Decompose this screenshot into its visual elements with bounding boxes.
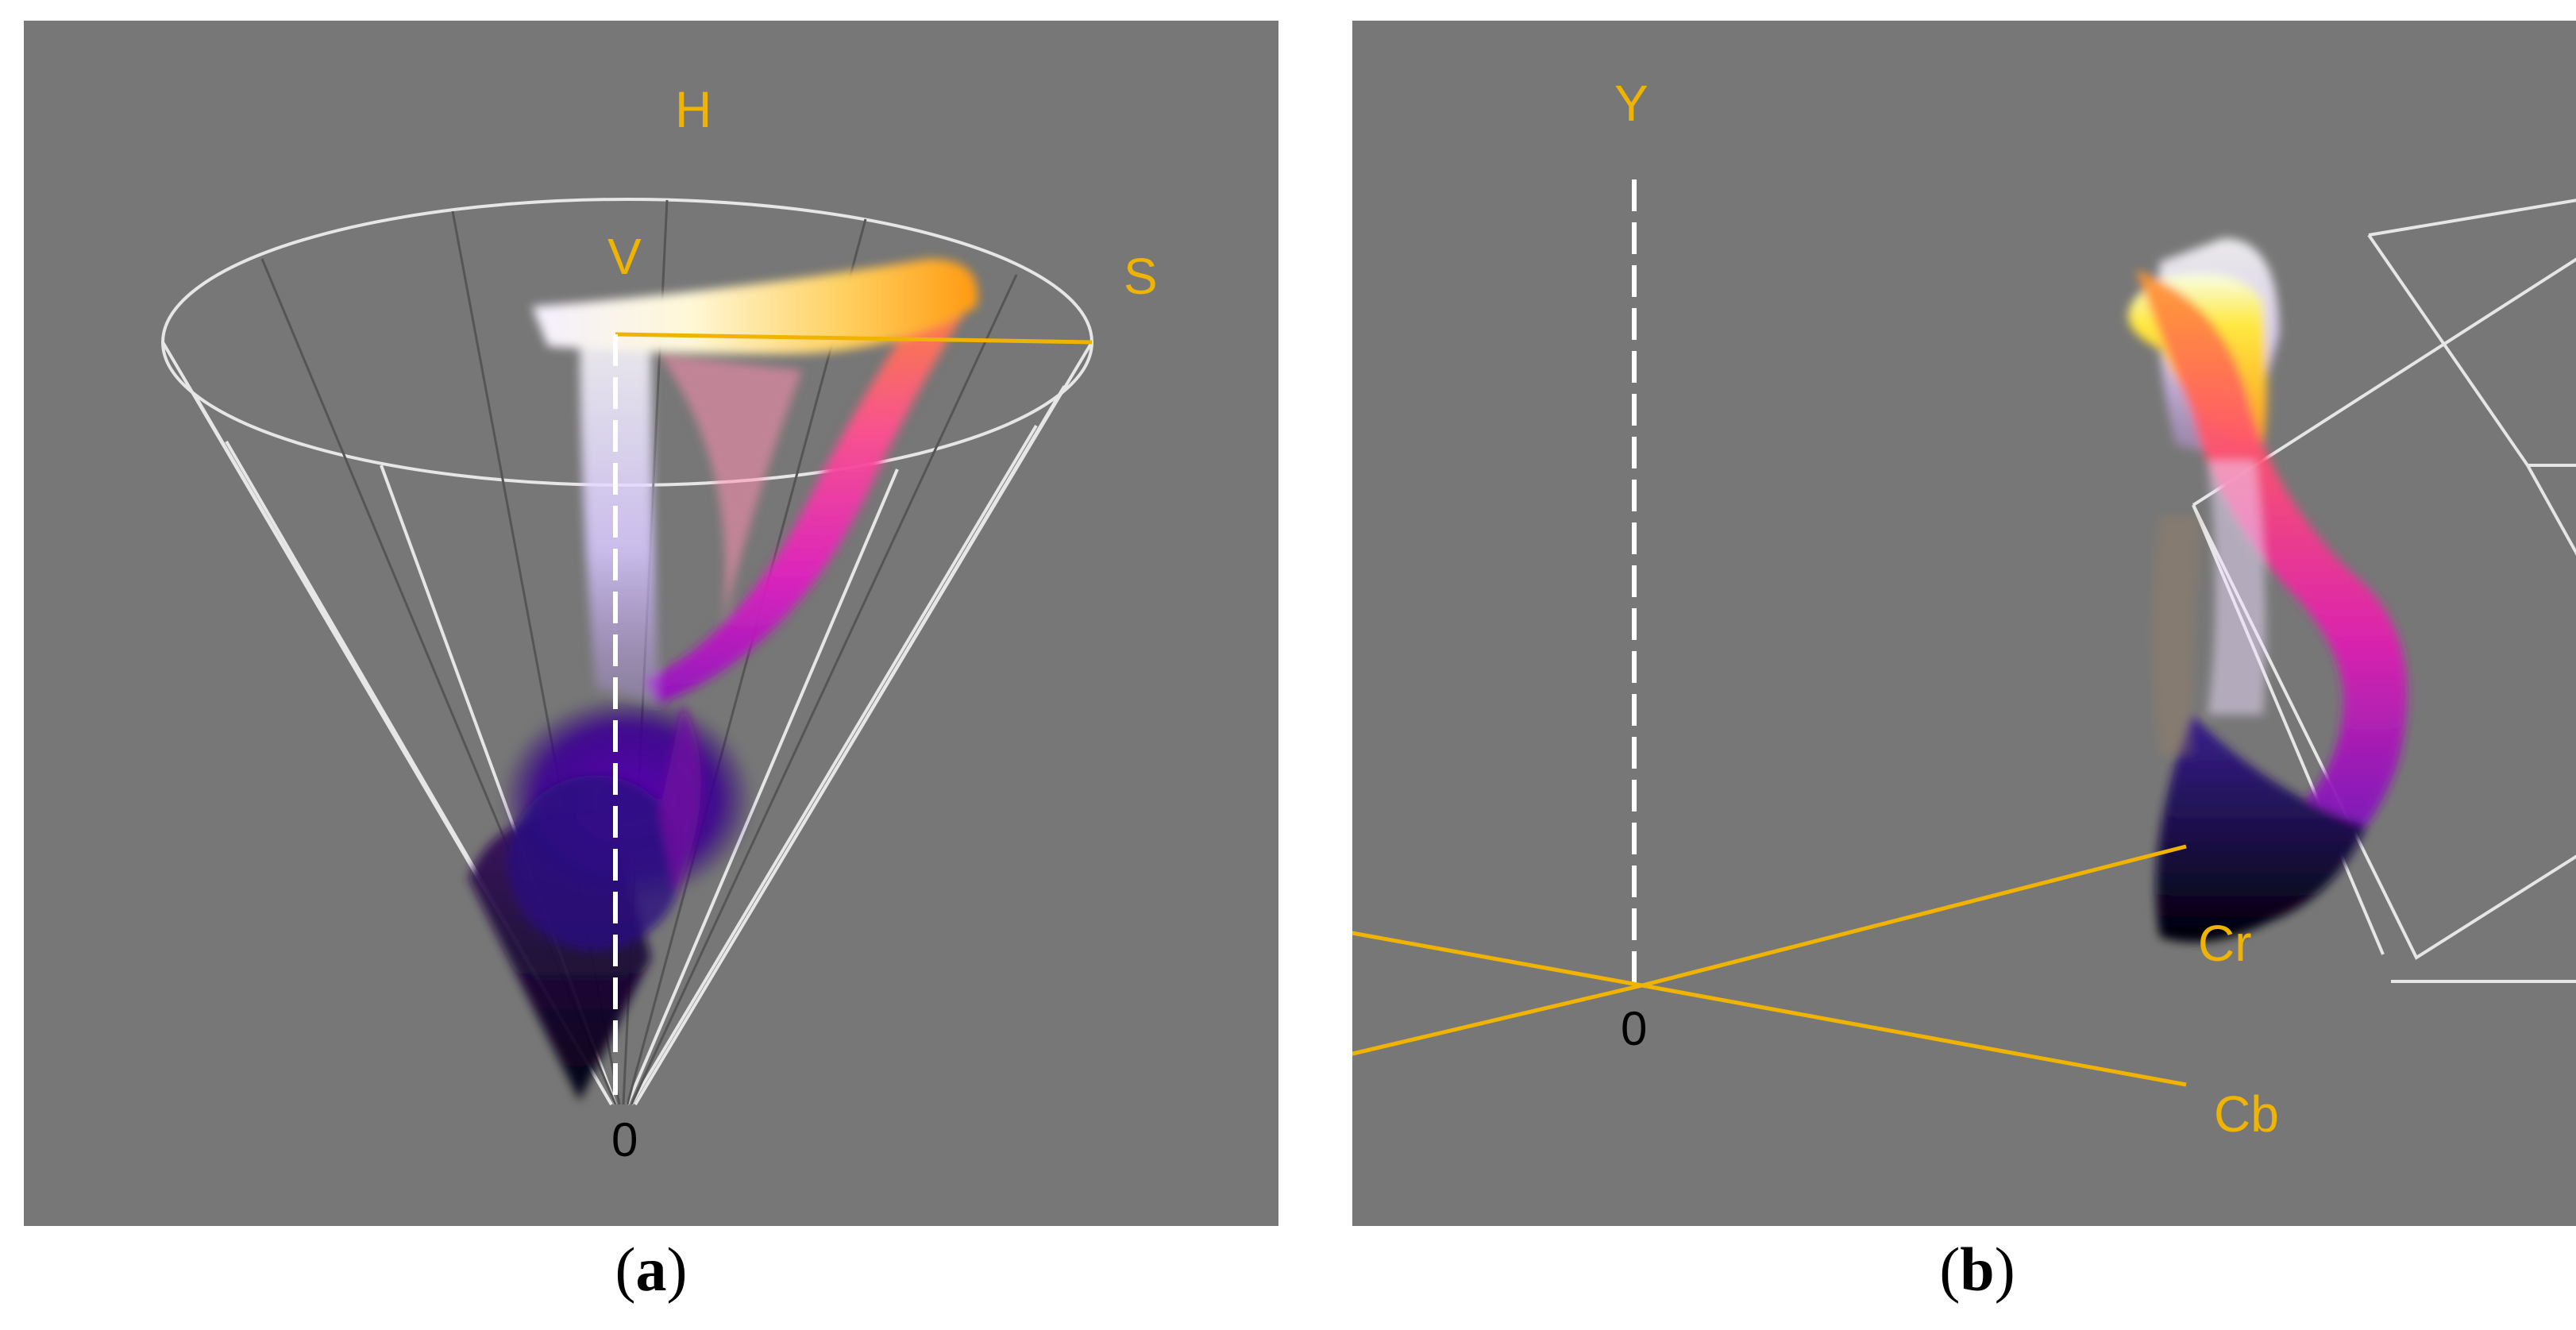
hsv-cone-plot — [161, 198, 1093, 1106]
ycbcr-axes — [1352, 179, 2187, 1087]
origin-label: 0 — [1621, 1002, 1648, 1055]
saturation-axis-label: S — [1124, 248, 1158, 305]
ycbcr-cube-plot — [1352, 179, 2576, 1087]
cb-axis-label: Cb — [2214, 1085, 2279, 1143]
ycbcr-cube-panel: Y Cr Cb 0 — [1352, 21, 2576, 1226]
cr-axis-label: Cr — [2198, 915, 2252, 972]
hue-axis-label: H — [675, 81, 712, 138]
hsv-point-cloud — [469, 259, 978, 1101]
origin-label: 0 — [611, 1113, 638, 1166]
caption-a: (a) — [615, 1235, 688, 1304]
hsv-axes — [613, 332, 1093, 1104]
caption-b-letter: b — [1960, 1235, 1995, 1304]
value-axis-label: V — [607, 228, 642, 285]
caption-a-letter: a — [635, 1235, 667, 1304]
luma-axis-label: Y — [1614, 75, 1649, 132]
caption-b: (b) — [1939, 1235, 2015, 1304]
ycbcr-point-cloud — [2128, 238, 2408, 943]
hsv-cone-panel: H V S 0 — [24, 21, 1278, 1226]
